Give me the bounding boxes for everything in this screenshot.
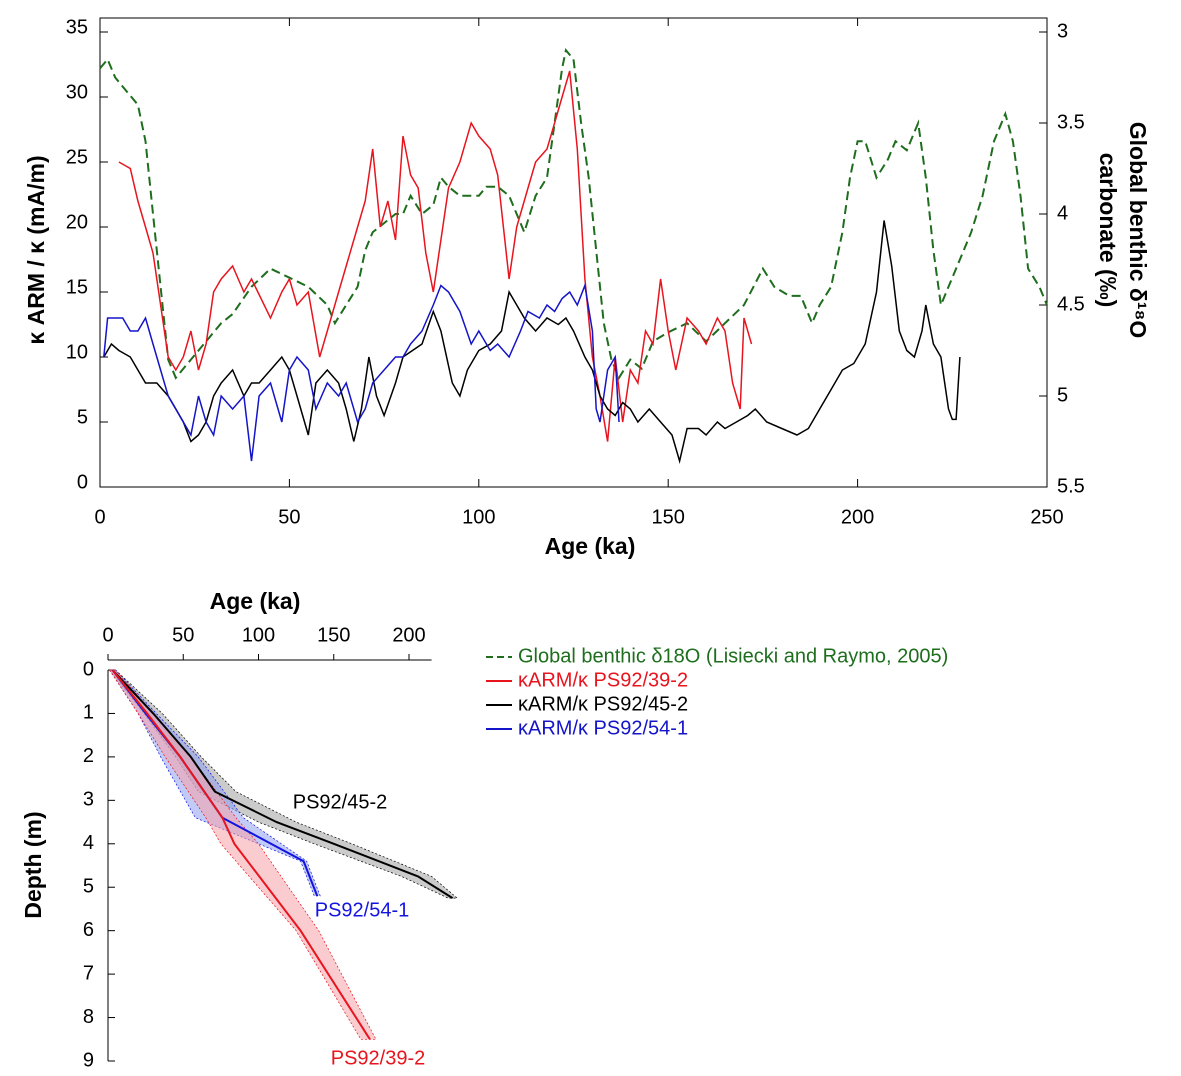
y-tick-label: 10 xyxy=(66,341,88,363)
y-tick-label: 0 xyxy=(83,658,94,680)
y-tick-label: 30 xyxy=(66,81,88,103)
y-tick-label: 4 xyxy=(83,832,94,854)
age-depth-line xyxy=(111,669,371,1040)
x-tick-label: 150 xyxy=(652,506,685,528)
y-tick-label: 3 xyxy=(83,789,94,811)
y-tick-label: 7 xyxy=(83,962,94,984)
y-tick-label: 20 xyxy=(66,211,88,233)
y2-tick-label: 5.5 xyxy=(1057,475,1085,497)
y-tick-label: 35 xyxy=(66,16,88,38)
x-tick-label: 200 xyxy=(392,624,425,646)
age-depth-line xyxy=(111,669,454,899)
legend-label: κARM/κ PS92/45-2 xyxy=(518,693,688,715)
y-tick-label: 25 xyxy=(66,146,88,168)
x-axis-title: Age (ka) xyxy=(210,588,301,614)
x-tick-label: 50 xyxy=(172,624,194,646)
y-axis-title: Depth (m) xyxy=(20,811,46,918)
x-tick-label: 250 xyxy=(1030,506,1063,528)
x-tick-label: 100 xyxy=(462,506,495,528)
data-line xyxy=(103,282,620,462)
legend-label: Global benthic δ18O (Lisiecki and Raymo,… xyxy=(518,645,948,667)
y-axis-title: κ ARM / κ (mA/m) xyxy=(23,155,49,344)
plot-frame xyxy=(99,17,1048,488)
series-label: PS92/45-2 xyxy=(293,791,388,813)
data-line xyxy=(118,70,753,442)
y2-tick-label: 4.5 xyxy=(1057,293,1085,315)
y2-axis-title: Global benthic δ¹⁸O xyxy=(1125,122,1151,339)
data-line xyxy=(103,220,961,464)
uncertainty-band xyxy=(108,669,459,899)
y2-tick-label: 4 xyxy=(1057,202,1068,224)
y-tick-label: 8 xyxy=(83,1006,94,1028)
x-tick-label: 50 xyxy=(278,506,300,528)
y-tick-label: 6 xyxy=(83,919,94,941)
y2-tick-label: 5 xyxy=(1057,384,1068,406)
y-tick-label: 2 xyxy=(83,745,94,767)
series-label: PS92/39-2 xyxy=(331,1047,426,1069)
x-tick-label: 0 xyxy=(94,506,105,528)
x-tick-label: 200 xyxy=(841,506,874,528)
y-tick-label: 1 xyxy=(83,702,94,724)
y-tick-label: 9 xyxy=(83,1049,94,1071)
y2-tick-label: 3 xyxy=(1057,20,1068,42)
legend-label: κARM/κ PS92/39-2 xyxy=(518,669,688,691)
x-axis-title: Age (ka) xyxy=(545,533,636,559)
y2-axis-title: carbonate (‰) xyxy=(1095,153,1121,308)
legend-label: κARM/κ PS92/54-1 xyxy=(518,717,688,739)
y-tick-label: 5 xyxy=(83,876,94,898)
x-tick-label: 150 xyxy=(317,624,350,646)
y-tick-label: 15 xyxy=(66,276,88,298)
data-line xyxy=(99,47,1048,380)
x-tick-label: 100 xyxy=(242,624,275,646)
y-tick-label: 5 xyxy=(77,406,88,428)
y-tick-label: 0 xyxy=(77,471,88,493)
y2-tick-label: 3.5 xyxy=(1057,111,1085,133)
series-label: PS92/54-1 xyxy=(315,899,410,921)
x-tick-label: 0 xyxy=(102,624,113,646)
